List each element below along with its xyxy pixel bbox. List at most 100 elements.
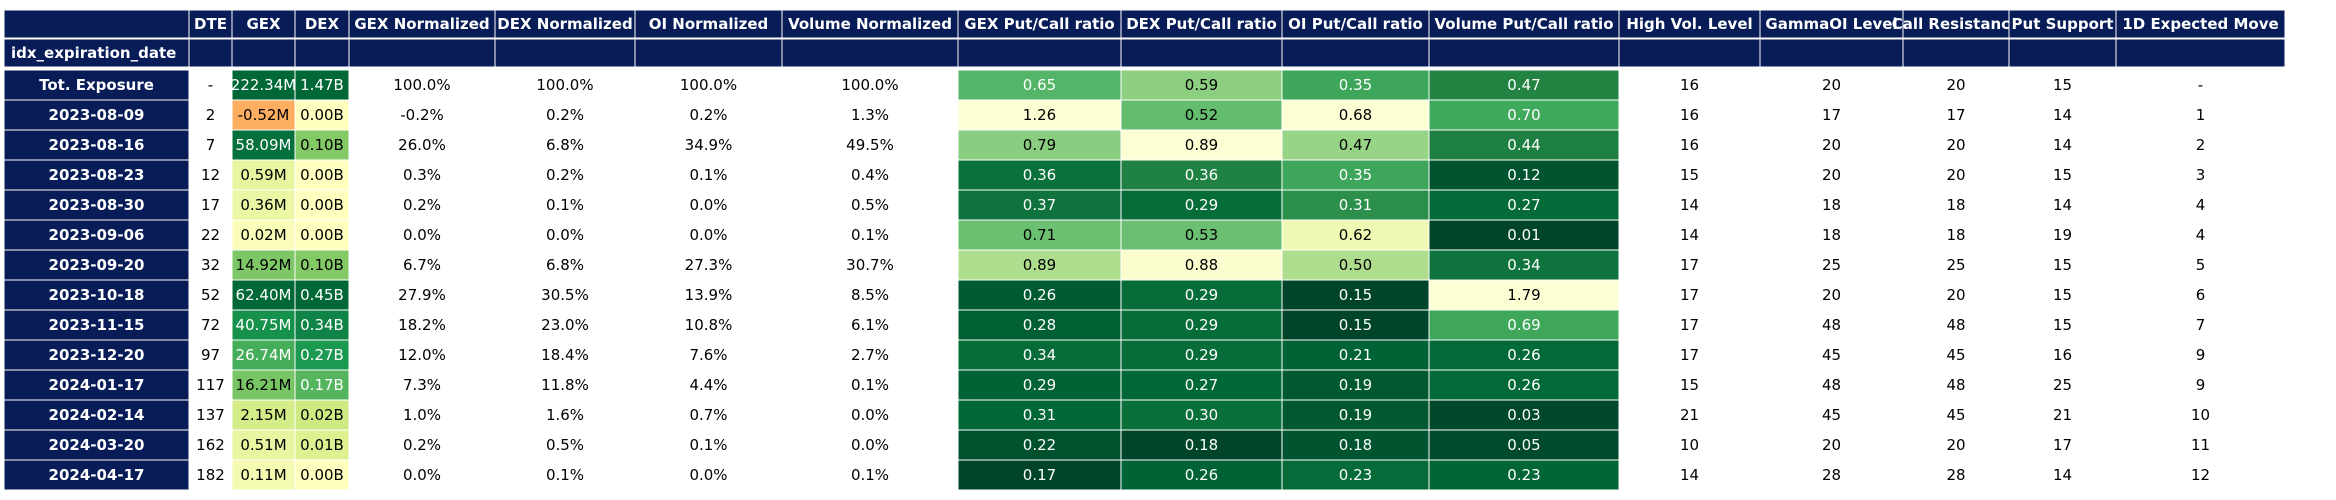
cell-volume-normalized: 0.1% <box>851 226 889 244</box>
cell-put-support: 15 <box>2053 76 2072 94</box>
cell-volume-normalized: 0.5% <box>851 196 889 214</box>
cell-background <box>1428 399 1620 431</box>
cell-volume-put-call-ratio: 0.34 <box>1507 256 1540 274</box>
header-cell-dex <box>294 9 350 39</box>
cell-background <box>2115 159 2286 191</box>
cell-dte: 22 <box>201 226 220 244</box>
cell-dex: 0.34B <box>300 316 344 334</box>
cell-background <box>1281 339 1430 371</box>
cell-background <box>231 99 296 131</box>
index-header-blank-cell <box>294 38 350 68</box>
cell-background <box>1428 69 1620 101</box>
cell-background <box>188 189 233 221</box>
cell-background <box>494 429 636 461</box>
cell-background <box>1902 189 2010 221</box>
cell-1d-expected-move: 6 <box>2196 286 2206 304</box>
cell-high-vol-level: 14 <box>1680 226 1699 244</box>
cell-background <box>634 399 783 431</box>
cell-dex-normalized: 0.2% <box>546 106 584 124</box>
cell-put-support: 15 <box>2053 316 2072 334</box>
cell-background <box>1902 99 2010 131</box>
cell-background <box>348 249 496 281</box>
cell-background <box>188 69 233 101</box>
cell-volume-put-call-ratio: 0.47 <box>1507 76 1540 94</box>
cell-dex: 0.10B <box>300 256 344 274</box>
row-label-cell <box>3 219 190 251</box>
cell-high-vol-level: 14 <box>1680 196 1699 214</box>
cell-background <box>1618 189 1761 221</box>
index-header-blank-cell <box>231 38 296 68</box>
cell-1d-expected-move: 5 <box>2196 256 2206 274</box>
header-cell-dex-put-call-ratio <box>1120 9 1283 39</box>
cell-oi-normalized: 0.7% <box>689 406 727 424</box>
cell-background <box>1618 459 1761 491</box>
cell-dex-normalized: 0.5% <box>546 436 584 454</box>
header-cell-gex-put-call-ratio <box>957 9 1122 39</box>
column-header-dex-put-call-ratio: DEX Put/Call ratio <box>1126 15 1277 33</box>
cell-high-vol-level: 15 <box>1680 376 1699 394</box>
cell-background <box>494 159 636 191</box>
row-label: 2023-08-16 <box>49 136 145 154</box>
row-label: 2023-08-30 <box>49 196 145 214</box>
cell-1d-expected-move: 2 <box>2196 136 2206 154</box>
cell-background <box>2115 249 2286 281</box>
cell-dte: 162 <box>196 436 225 454</box>
cell-background <box>957 309 1122 341</box>
cell-background <box>1902 429 2010 461</box>
row-label: 2023-08-23 <box>49 166 145 184</box>
cell-dex-put-call-ratio: 0.29 <box>1185 316 1218 334</box>
column-header-oi-put-call-ratio: OI Put/Call ratio <box>1288 15 1423 33</box>
cell-gammaoi-level: 25 <box>1822 256 1841 274</box>
cell-background <box>781 309 959 341</box>
cell-background <box>1902 369 2010 401</box>
cell-gex-normalized: 7.3% <box>403 376 441 394</box>
cell-gex-put-call-ratio: 0.17 <box>1023 466 1056 484</box>
cell-gex: 0.36M <box>240 196 286 214</box>
cell-background <box>781 339 959 371</box>
cell-dex-put-call-ratio: 0.30 <box>1185 406 1218 424</box>
cell-background <box>1618 129 1761 161</box>
row-label-cell <box>3 249 190 281</box>
cell-background <box>1759 159 1904 191</box>
cell-gex-normalized: 1.0% <box>403 406 441 424</box>
cell-background <box>348 159 496 191</box>
row-label-cell <box>3 369 190 401</box>
cell-oi-normalized: 0.0% <box>689 196 727 214</box>
cell-gammaoi-level: 20 <box>1822 286 1841 304</box>
cell-background <box>1618 429 1761 461</box>
cell-dex: 1.47B <box>300 76 344 94</box>
cell-high-vol-level: 10 <box>1680 436 1699 454</box>
cell-gex-put-call-ratio: 0.34 <box>1023 346 1056 364</box>
cell-put-support: 14 <box>2053 106 2072 124</box>
cell-dex-put-call-ratio: 0.89 <box>1185 136 1218 154</box>
cell-background <box>781 369 959 401</box>
cell-background <box>957 339 1122 371</box>
cell-dte: - <box>208 76 213 94</box>
cell-1d-expected-move: - <box>2198 76 2203 94</box>
cell-background <box>231 309 296 341</box>
cell-dex: 0.02B <box>300 406 344 424</box>
index-header-blank-cell <box>1281 38 1430 68</box>
cell-background <box>494 369 636 401</box>
cell-call-resistance: 20 <box>1946 76 1965 94</box>
cell-high-vol-level: 17 <box>1680 286 1699 304</box>
cell-put-support: 15 <box>2053 286 2072 304</box>
cell-background <box>1759 69 1904 101</box>
cell-oi-put-call-ratio: 0.35 <box>1339 76 1372 94</box>
cell-gex-put-call-ratio: 0.22 <box>1023 436 1056 454</box>
cell-oi-normalized: 10.8% <box>685 316 733 334</box>
cell-background <box>348 459 496 491</box>
cell-volume-put-call-ratio: 0.44 <box>1507 136 1540 154</box>
cell-background <box>1759 459 1904 491</box>
cell-background <box>1120 309 1283 341</box>
cell-background <box>1759 279 1904 311</box>
cell-background <box>188 159 233 191</box>
cell-call-resistance: 18 <box>1946 226 1965 244</box>
cell-gex-put-call-ratio: 0.29 <box>1023 376 1056 394</box>
cell-oi-normalized: 27.3% <box>685 256 733 274</box>
cell-background <box>2115 219 2286 251</box>
cell-volume-normalized: 30.7% <box>846 256 894 274</box>
cell-background <box>348 129 496 161</box>
cell-oi-put-call-ratio: 0.23 <box>1339 466 1372 484</box>
cell-dex-normalized: 30.5% <box>541 286 589 304</box>
